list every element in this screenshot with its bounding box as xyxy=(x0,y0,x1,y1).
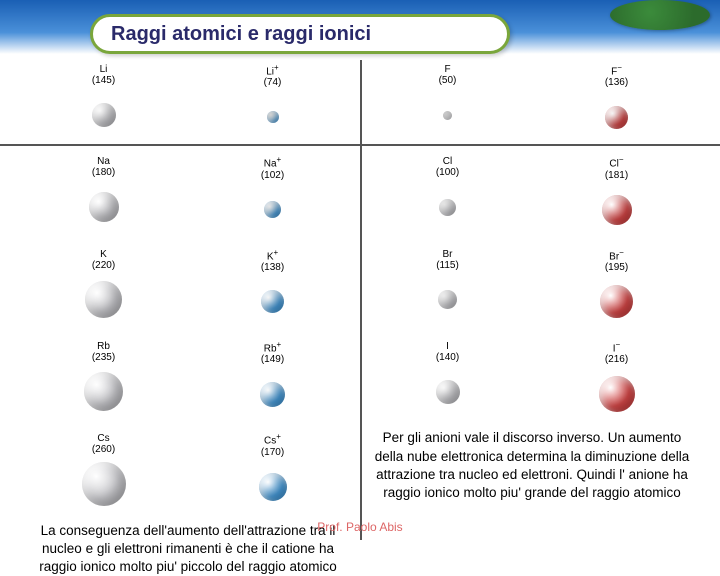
corner-decoration xyxy=(610,0,710,30)
atom-label: Cl(100) xyxy=(436,156,459,178)
atom-cell: Br(115) xyxy=(370,249,525,331)
ion-label: Rb+(149) xyxy=(261,341,284,365)
atom-sphere xyxy=(605,106,628,129)
atom-cell: Na(180) xyxy=(26,156,181,238)
atom-cell: F(50) xyxy=(370,64,525,146)
atom-label: Li(145) xyxy=(92,64,115,86)
content-area: Li(145) Li+(74) Na(180) Na+(102) K(220) K+(13… xyxy=(26,64,694,500)
ion-label: Li+(74) xyxy=(264,64,282,88)
atom-cell: Cl(100) xyxy=(370,156,525,238)
atom-sphere xyxy=(443,111,452,120)
atom-sphere xyxy=(267,111,279,123)
atom-sphere xyxy=(85,281,122,318)
anion-grid: F(50) F−(136) Cl(100) Cl−(181) Br(115) Br−(19… xyxy=(370,64,694,423)
atom-sphere xyxy=(82,462,126,506)
atom-sphere xyxy=(602,195,632,225)
atom-label: Rb(235) xyxy=(92,341,115,363)
atom-cell: Li(145) xyxy=(26,64,181,146)
atom-sphere xyxy=(92,103,116,127)
atom-label: Na(180) xyxy=(92,156,115,178)
atom-sphere xyxy=(600,285,633,318)
ion-label: F−(136) xyxy=(605,64,628,88)
atom-sphere xyxy=(436,380,460,404)
atom-label: F(50) xyxy=(439,64,457,86)
atom-label: I(140) xyxy=(436,341,459,363)
atom-sphere xyxy=(261,290,284,313)
ion-cell: Rb+(149) xyxy=(195,341,350,423)
ion-cell: Li+(74) xyxy=(195,64,350,146)
right-column: F(50) F−(136) Cl(100) Cl−(181) Br(115) Br−(19… xyxy=(370,64,694,500)
ion-cell: Na+(102) xyxy=(195,156,350,238)
ion-label: Na+(102) xyxy=(261,156,284,180)
atom-label: Cs(260) xyxy=(92,433,115,455)
footer-credit: Prof. Paolo Abis xyxy=(0,520,720,534)
left-column: Li(145) Li+(74) Na(180) Na+(102) K(220) K+(13… xyxy=(26,64,350,500)
atom-sphere xyxy=(89,192,119,222)
atom-sphere xyxy=(599,376,635,412)
atom-sphere xyxy=(438,290,457,309)
ion-cell: I−(216) xyxy=(539,341,694,423)
ion-cell: Cl−(181) xyxy=(539,156,694,238)
atom-sphere xyxy=(259,473,287,501)
cation-grid: Li(145) Li+(74) Na(180) Na+(102) K(220) K+(13… xyxy=(26,64,350,516)
right-paragraph: Per gli anioni vale il discorso inverso.… xyxy=(370,429,694,502)
page-title: Raggi atomici e raggi ionici xyxy=(111,23,371,46)
atom-sphere xyxy=(260,382,285,407)
atom-cell: Cs(260) xyxy=(26,433,181,515)
atom-label: K(220) xyxy=(92,249,115,271)
ion-label: Cl−(181) xyxy=(605,156,628,180)
atom-sphere xyxy=(84,372,123,411)
ion-label: Cs+(170) xyxy=(261,433,284,457)
atom-sphere xyxy=(264,201,281,218)
atom-cell: Rb(235) xyxy=(26,341,181,423)
ion-label: Br−(195) xyxy=(605,249,628,273)
ion-cell: F−(136) xyxy=(539,64,694,146)
ion-cell: K+(138) xyxy=(195,249,350,331)
ion-cell: Cs+(170) xyxy=(195,433,350,515)
ion-label: K+(138) xyxy=(261,249,284,273)
ion-cell: Br−(195) xyxy=(539,249,694,331)
atom-cell: K(220) xyxy=(26,249,181,331)
atom-cell: I(140) xyxy=(370,341,525,423)
title-pill: Raggi atomici e raggi ionici xyxy=(90,14,510,54)
atom-sphere xyxy=(439,199,456,216)
ion-label: I−(216) xyxy=(605,341,628,365)
atom-label: Br(115) xyxy=(436,249,459,271)
